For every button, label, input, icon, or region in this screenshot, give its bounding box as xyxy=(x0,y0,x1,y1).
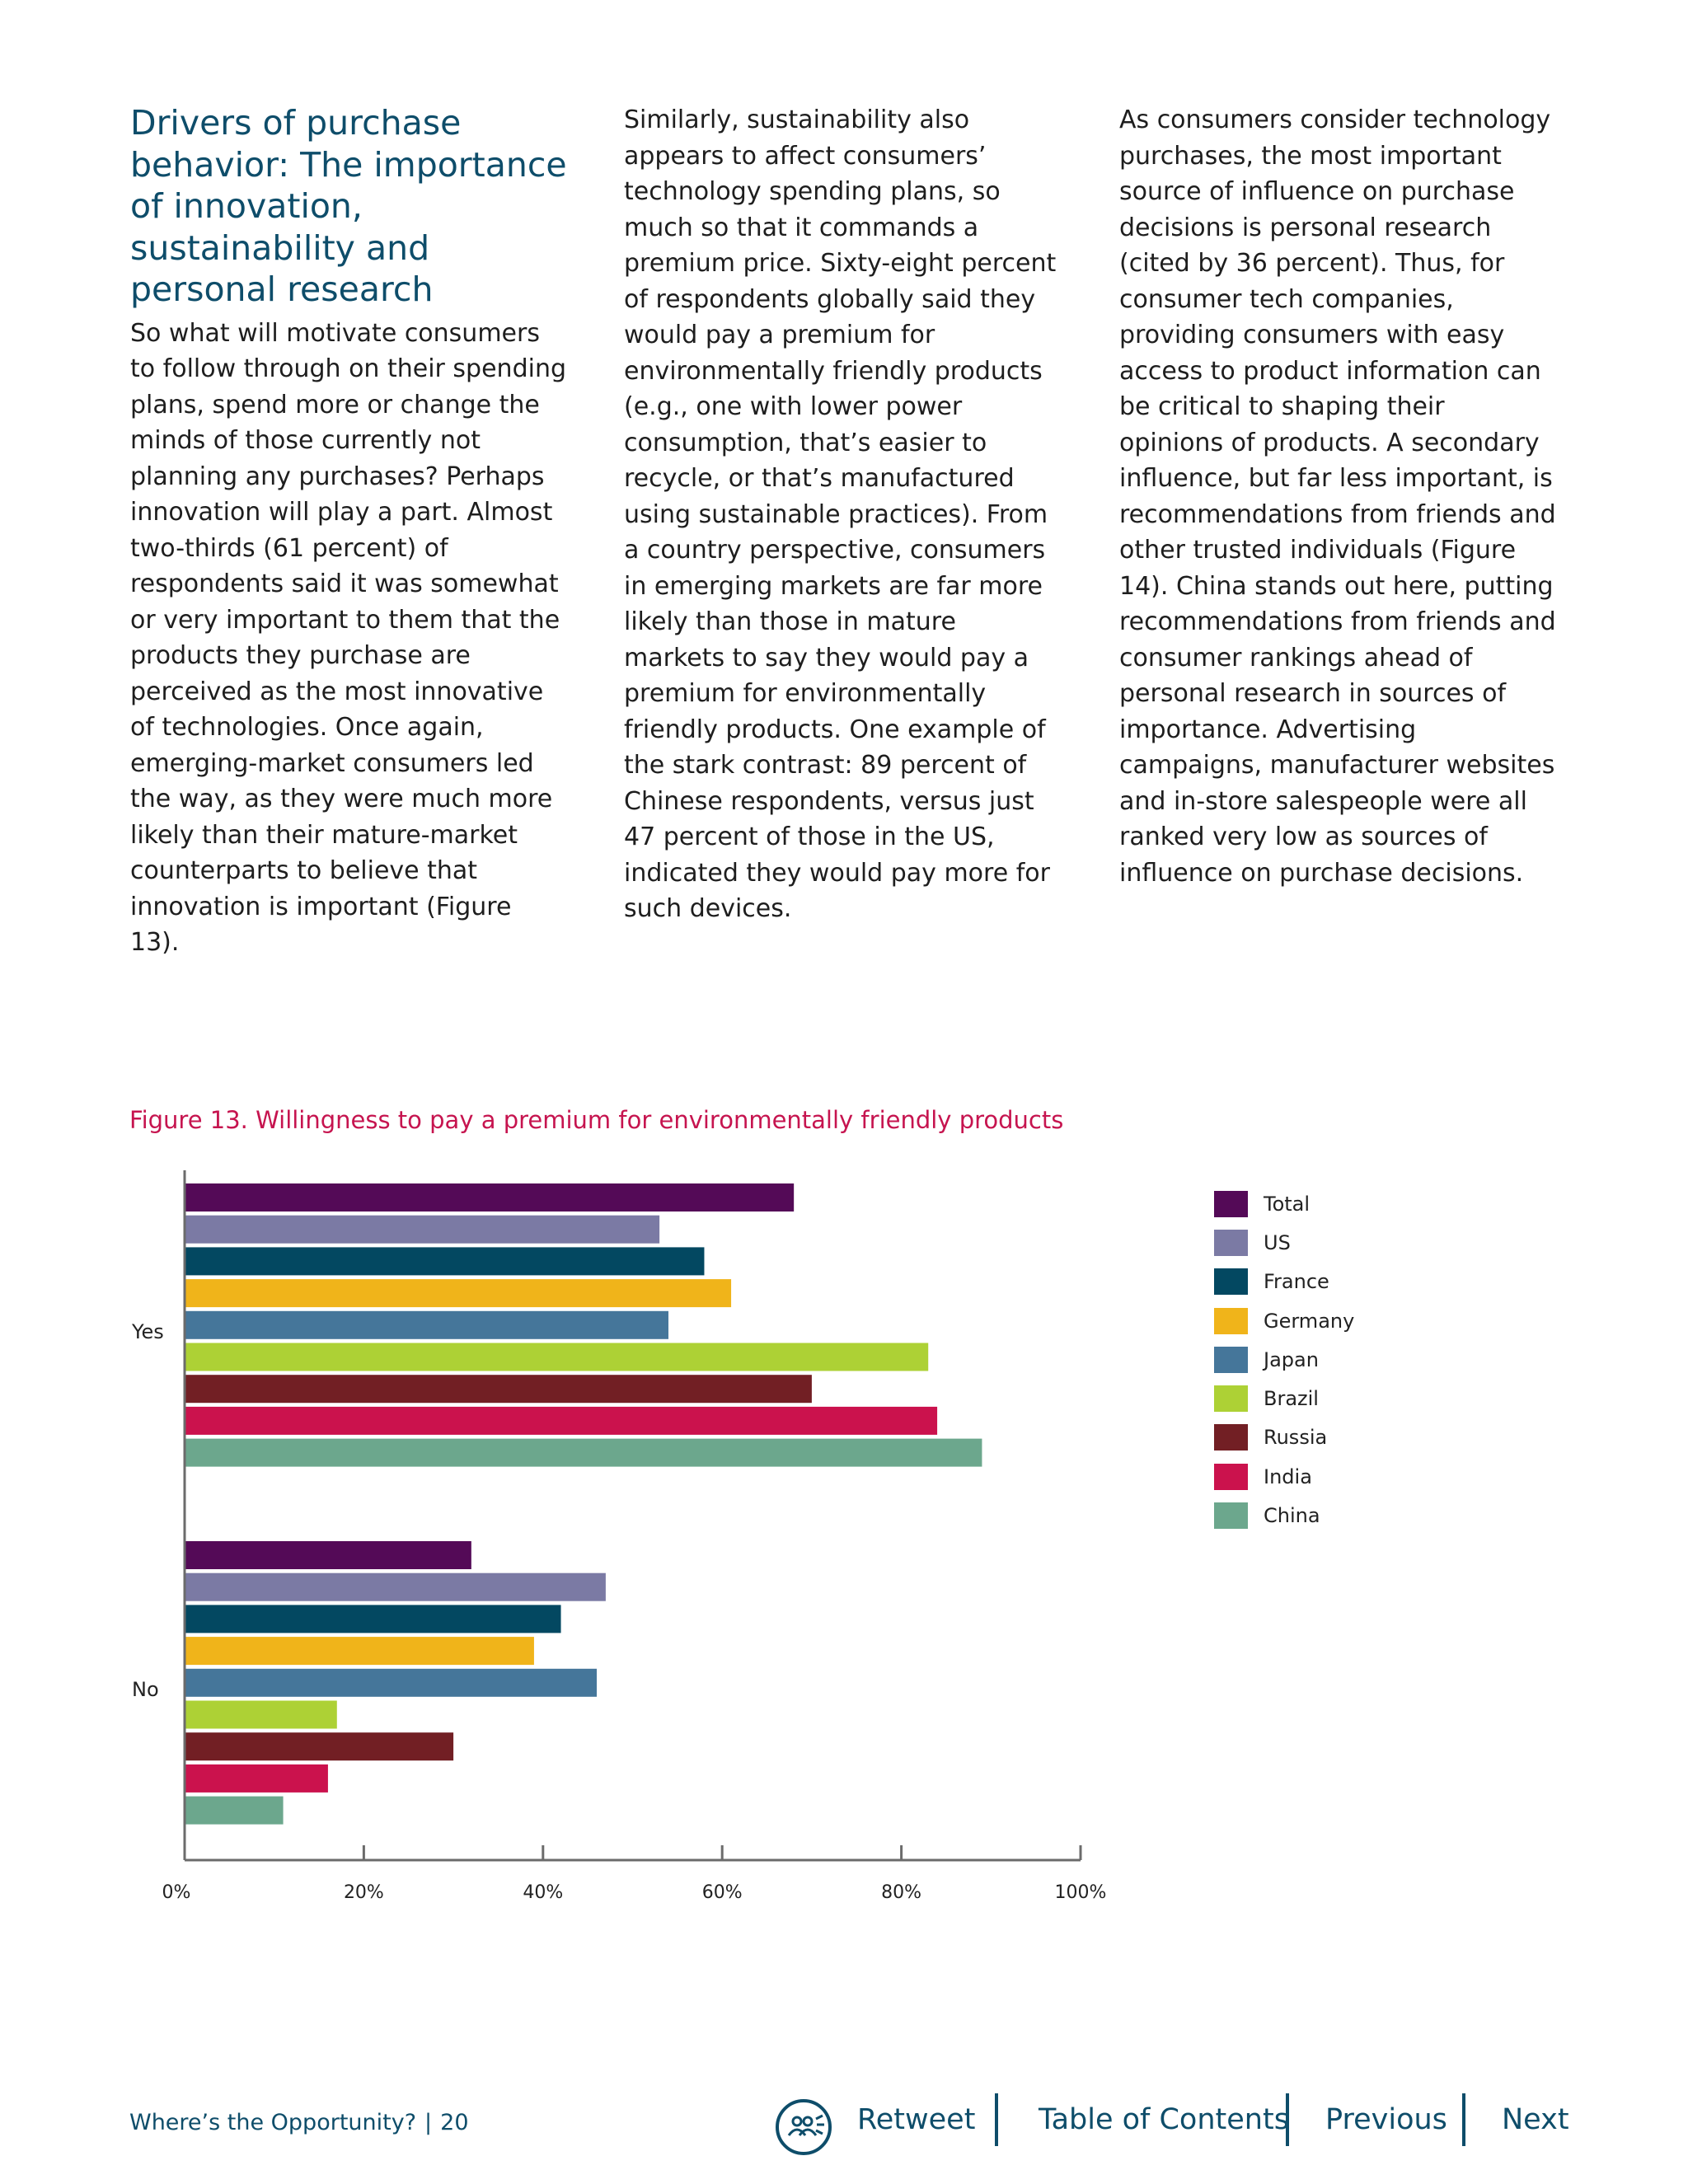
chart-legend: Total US France Germany Japan Brazil Russia Ind… xyxy=(1214,1184,1354,1535)
bar-chart: Yes No 0% 20% 40% 60% 80% 100% xyxy=(131,1170,1107,1903)
bar-no-brazil xyxy=(185,1700,337,1729)
bar-yes-total xyxy=(185,1183,795,1212)
x-tick-label: 80% xyxy=(881,1882,921,1903)
bar-no-france xyxy=(185,1605,561,1633)
next-link[interactable]: Next xyxy=(1502,2103,1569,2136)
bar-no-russia xyxy=(185,1732,454,1761)
bar-yes-india xyxy=(185,1406,938,1435)
bar-no-us xyxy=(185,1572,606,1601)
legend-swatch xyxy=(1214,1307,1248,1334)
category-label: No xyxy=(132,1678,159,1701)
bar-no-total xyxy=(185,1541,471,1569)
legend-swatch xyxy=(1214,1424,1248,1451)
legend-label: Japan xyxy=(1264,1347,1319,1371)
bar-yes-japan xyxy=(185,1310,668,1339)
footer-doc-info: Where’s the Opportunity? | 20 xyxy=(129,2110,469,2135)
x-tick-label: 0% xyxy=(162,1882,191,1903)
bar-no-china xyxy=(185,1796,284,1825)
bar-yes-us xyxy=(185,1215,660,1244)
legend-item: Germany xyxy=(1214,1301,1354,1340)
retweet-icon[interactable] xyxy=(775,2098,832,2156)
legend-label: France xyxy=(1264,1270,1329,1294)
legend-item: Total xyxy=(1214,1184,1354,1223)
bar-yes-russia xyxy=(185,1375,812,1404)
footer-nav: Where’s the Opportunity? | 20 Retweet Tabl… xyxy=(0,2093,1688,2159)
legend-label: China xyxy=(1264,1504,1320,1528)
legend-label: Russia xyxy=(1264,1426,1328,1450)
legend-swatch xyxy=(1214,1502,1248,1530)
paragraph-1: So what will motivate consumers to follo… xyxy=(130,318,566,958)
legend-item: India xyxy=(1214,1457,1354,1496)
nav-divider xyxy=(995,2093,998,2146)
paragraph-3: As consumers consider technology purchas… xyxy=(1119,105,1556,888)
page-number: 20 xyxy=(440,2110,469,2135)
bar-yes-france xyxy=(185,1247,705,1276)
bar-no-japan xyxy=(185,1668,598,1697)
x-tick-label: 60% xyxy=(702,1882,743,1903)
legend-item: Japan xyxy=(1214,1340,1354,1379)
legend-item: US xyxy=(1214,1223,1354,1262)
legend-swatch xyxy=(1214,1229,1248,1256)
legend-swatch xyxy=(1214,1346,1248,1373)
bar-no-germany xyxy=(185,1637,534,1666)
x-tick-label: 100% xyxy=(1055,1882,1107,1903)
nav-divider xyxy=(1462,2093,1465,2146)
legend-item: China xyxy=(1214,1496,1354,1535)
previous-link[interactable]: Previous xyxy=(1325,2103,1447,2136)
category-label: Yes xyxy=(131,1320,164,1343)
bar-yes-brazil xyxy=(185,1343,929,1371)
x-tick-label: 40% xyxy=(523,1882,563,1903)
article-column-2: Similarly, sustainability also appears t… xyxy=(624,102,1061,927)
footer-separator: | xyxy=(424,2110,433,2135)
table-of-contents-link[interactable]: Table of Contents xyxy=(1039,2103,1289,2136)
legend-item: France xyxy=(1214,1263,1354,1301)
legend-label: Total xyxy=(1264,1192,1311,1216)
legend-label: India xyxy=(1264,1465,1312,1488)
legend-swatch xyxy=(1214,1463,1248,1490)
retweet-link[interactable]: Retweet xyxy=(857,2103,976,2136)
nav-divider xyxy=(1286,2093,1289,2146)
article-column-1: Drivers of purchase behavior: The import… xyxy=(130,102,567,961)
article-column-3: As consumers consider technology purchas… xyxy=(1119,102,1556,891)
bar-yes-germany xyxy=(185,1279,732,1308)
section-heading: Drivers of purchase behavior: The import… xyxy=(130,103,567,309)
bar-yes-china xyxy=(185,1438,982,1467)
legend-item: Brazil xyxy=(1214,1379,1354,1418)
figure-title: Figure 13. Willingness to pay a premium … xyxy=(129,1106,1064,1134)
x-tick-label: 20% xyxy=(344,1882,384,1903)
legend-swatch xyxy=(1214,1268,1248,1296)
legend-item: Russia xyxy=(1214,1418,1354,1457)
legend-label: Germany xyxy=(1264,1309,1355,1333)
legend-label: Brazil xyxy=(1264,1387,1319,1411)
legend-label: US xyxy=(1264,1230,1291,1254)
legend-swatch xyxy=(1214,1190,1248,1217)
paragraph-2: Similarly, sustainability also appears t… xyxy=(624,105,1057,923)
bar-no-india xyxy=(185,1764,328,1793)
legend-swatch xyxy=(1214,1385,1248,1413)
document-title: Where’s the Opportunity? xyxy=(129,2110,417,2135)
